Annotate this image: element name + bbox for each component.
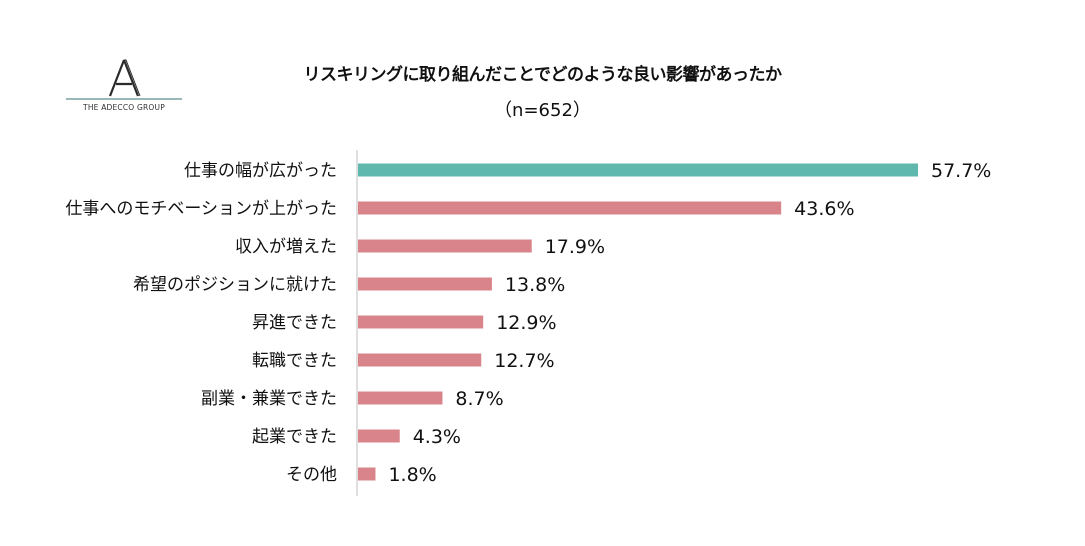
category-label: 収入が増えた	[235, 237, 337, 257]
category-label: その他	[286, 465, 337, 485]
chart-title: リスキリングに取り組んだことでどのような良い影響があったか	[303, 65, 783, 85]
category-label: 副業・兼業できた	[201, 389, 337, 409]
category-label: 起業できた	[252, 427, 337, 447]
bar	[358, 353, 482, 367]
adecco-group-logo: THE ADECCO GROUP	[66, 58, 182, 116]
category-label: 昇進できた	[252, 313, 337, 333]
bar	[358, 201, 782, 215]
value-label: 1.8%	[388, 464, 436, 486]
value-label: 12.7%	[494, 350, 554, 372]
category-label: 仕事へのモチベーションが上がった	[65, 199, 337, 219]
value-label: 13.8%	[505, 274, 565, 296]
bar	[358, 163, 918, 177]
value-label: 12.9%	[496, 312, 556, 334]
logo-a-mark	[108, 59, 141, 97]
bar	[358, 391, 443, 405]
bar	[358, 315, 484, 329]
category-label: 仕事の幅が広がった	[184, 161, 337, 181]
category-label: 転職できた	[252, 351, 337, 371]
value-label: 57.7%	[931, 160, 991, 182]
value-label: 43.6%	[794, 198, 854, 220]
bar	[358, 277, 492, 291]
logo-wordmark: THE ADECCO GROUP	[83, 103, 165, 112]
value-label: 8.7%	[455, 388, 503, 410]
logo-divider	[66, 98, 182, 100]
bar	[358, 467, 376, 481]
category-label: 希望のポジションに就けた	[133, 275, 337, 295]
bar	[358, 429, 400, 443]
value-label: 17.9%	[545, 236, 605, 258]
bar	[358, 239, 532, 253]
chart-subtitle: （n=652）	[494, 100, 591, 121]
value-label: 4.3%	[413, 426, 461, 448]
